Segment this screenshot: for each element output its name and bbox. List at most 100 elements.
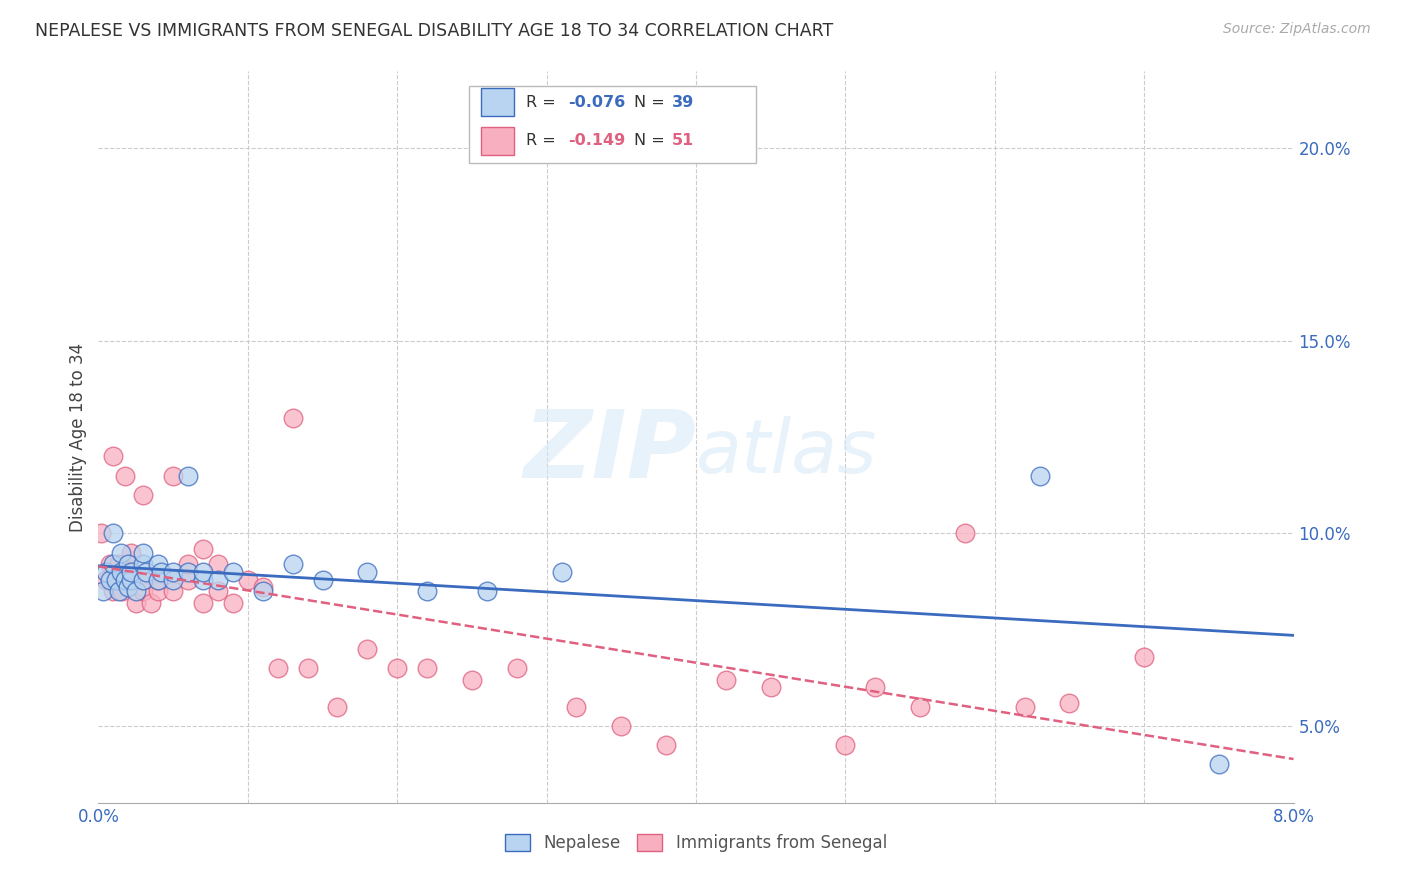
- Point: [103, 557, 125, 571]
- Point: [191, 565, 214, 579]
- Point: [222, 565, 245, 579]
- Point: [132, 545, 155, 559]
- Point: [132, 584, 155, 599]
- Point: [162, 468, 184, 483]
- Point: [207, 573, 229, 587]
- Point: [98, 557, 122, 571]
- Point: [120, 545, 142, 559]
- Text: R =: R =: [526, 95, 561, 110]
- Point: [461, 673, 484, 687]
- Point: [132, 573, 155, 587]
- Point: [207, 584, 229, 599]
- Point: [117, 580, 139, 594]
- Point: [252, 584, 274, 599]
- Point: [177, 573, 200, 587]
- Point: [416, 584, 439, 599]
- Point: [759, 681, 782, 695]
- Point: [908, 699, 931, 714]
- Point: [148, 557, 170, 571]
- Point: [177, 557, 200, 571]
- Point: [108, 557, 131, 571]
- Point: [610, 719, 633, 733]
- Point: [385, 661, 409, 675]
- Point: [953, 526, 976, 541]
- Point: [150, 565, 173, 579]
- Text: N =: N =: [634, 95, 669, 110]
- Point: [356, 641, 378, 656]
- Point: [281, 557, 304, 571]
- Point: [108, 584, 131, 599]
- Point: [1059, 696, 1081, 710]
- Text: ZIP: ZIP: [523, 406, 696, 498]
- Point: [91, 584, 114, 599]
- Point: [110, 565, 132, 579]
- Text: Source: ZipAtlas.com: Source: ZipAtlas.com: [1223, 22, 1371, 37]
- Point: [117, 573, 139, 587]
- Point: [475, 584, 498, 599]
- Point: [207, 557, 229, 571]
- Text: N =: N =: [634, 133, 669, 148]
- Point: [297, 661, 319, 675]
- Point: [105, 573, 128, 587]
- Point: [98, 573, 122, 587]
- Point: [139, 596, 162, 610]
- Point: [125, 584, 148, 599]
- Point: [191, 573, 214, 587]
- Point: [120, 573, 142, 587]
- Point: [222, 596, 245, 610]
- Point: [162, 584, 184, 599]
- Text: 39: 39: [672, 95, 695, 110]
- Point: [550, 565, 572, 579]
- Text: R =: R =: [526, 133, 561, 148]
- Point: [162, 573, 184, 587]
- Point: [1208, 757, 1230, 772]
- Point: [655, 738, 678, 752]
- Point: [114, 468, 136, 483]
- Point: [565, 699, 588, 714]
- Point: [132, 488, 155, 502]
- Point: [94, 565, 117, 579]
- Point: [177, 468, 200, 483]
- Point: [120, 565, 142, 579]
- Point: [1133, 649, 1156, 664]
- Point: [834, 738, 856, 752]
- Point: [311, 573, 333, 587]
- Point: [356, 565, 378, 579]
- Point: [326, 699, 349, 714]
- Point: [236, 573, 259, 587]
- Point: [90, 526, 112, 541]
- Point: [111, 584, 134, 599]
- Point: [94, 573, 117, 587]
- Point: [191, 596, 214, 610]
- FancyBboxPatch shape: [481, 127, 515, 154]
- Text: -0.149: -0.149: [568, 133, 626, 148]
- Point: [191, 541, 214, 556]
- Point: [114, 573, 136, 587]
- Point: [135, 565, 157, 579]
- Point: [865, 681, 887, 695]
- Y-axis label: Disability Age 18 to 34: Disability Age 18 to 34: [69, 343, 87, 532]
- Point: [132, 573, 155, 587]
- Point: [103, 450, 125, 464]
- Point: [1014, 699, 1036, 714]
- Point: [267, 661, 290, 675]
- Point: [105, 573, 128, 587]
- Point: [1028, 468, 1050, 483]
- Point: [110, 545, 132, 559]
- Point: [148, 573, 170, 587]
- Text: -0.076: -0.076: [568, 95, 626, 110]
- Point: [125, 596, 148, 610]
- Point: [132, 557, 155, 571]
- Point: [416, 661, 439, 675]
- Point: [103, 584, 125, 599]
- Point: [148, 584, 170, 599]
- Point: [117, 557, 139, 571]
- Point: [281, 410, 304, 425]
- Point: [148, 573, 170, 587]
- Legend: Nepalese, Immigrants from Senegal: Nepalese, Immigrants from Senegal: [496, 825, 896, 860]
- Point: [177, 565, 200, 579]
- Text: NEPALESE VS IMMIGRANTS FROM SENEGAL DISABILITY AGE 18 TO 34 CORRELATION CHART: NEPALESE VS IMMIGRANTS FROM SENEGAL DISA…: [35, 22, 834, 40]
- Point: [103, 526, 125, 541]
- Point: [162, 565, 184, 579]
- Point: [252, 580, 274, 594]
